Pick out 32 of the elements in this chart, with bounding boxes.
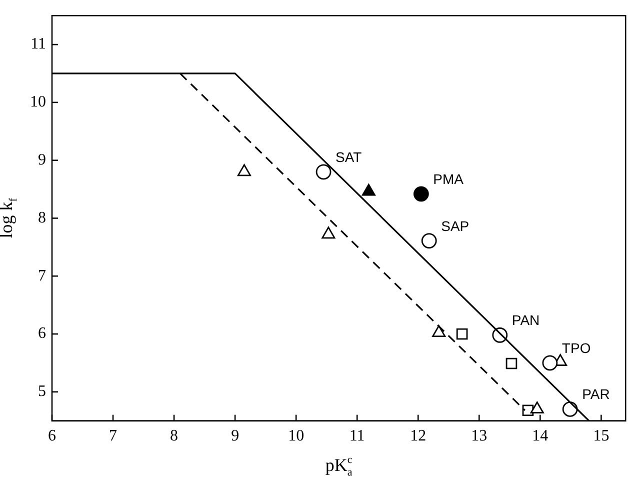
y-tick-label: 6 bbox=[38, 325, 46, 342]
y-tick-label: 10 bbox=[30, 94, 46, 111]
annotation: TPO bbox=[562, 340, 591, 356]
y-tick-label: 8 bbox=[38, 209, 46, 226]
annotation: SAP bbox=[441, 218, 470, 234]
x-tick-label: 8 bbox=[170, 428, 178, 445]
point bbox=[362, 184, 376, 196]
point bbox=[506, 358, 518, 370]
y-tick-label: 7 bbox=[38, 267, 46, 284]
x-tick-label: 10 bbox=[288, 428, 304, 445]
annotation: PMA bbox=[433, 170, 464, 187]
annotation: SAT bbox=[336, 148, 362, 165]
point bbox=[421, 233, 437, 248]
point bbox=[237, 164, 251, 176]
point bbox=[432, 325, 446, 338]
y-tick-label: 9 bbox=[38, 152, 46, 169]
x-tick-label: 12 bbox=[410, 428, 426, 445]
point bbox=[542, 355, 558, 371]
point bbox=[316, 164, 332, 180]
x-tick-label: 13 bbox=[471, 428, 488, 445]
x-tick-label: 11 bbox=[349, 428, 365, 445]
annotation: PAN bbox=[512, 312, 540, 328]
x-tick-label: 9 bbox=[231, 428, 240, 445]
x-tick-label: 7 bbox=[109, 428, 118, 445]
x-tick-label: 14 bbox=[532, 428, 548, 445]
point bbox=[322, 226, 336, 239]
x-tick-label: 15 bbox=[593, 428, 610, 445]
point bbox=[413, 186, 429, 202]
y-tick-label: 5 bbox=[38, 383, 46, 400]
annotation: PAR bbox=[582, 386, 610, 402]
point bbox=[456, 328, 468, 340]
y-tick-label: 11 bbox=[30, 36, 46, 53]
